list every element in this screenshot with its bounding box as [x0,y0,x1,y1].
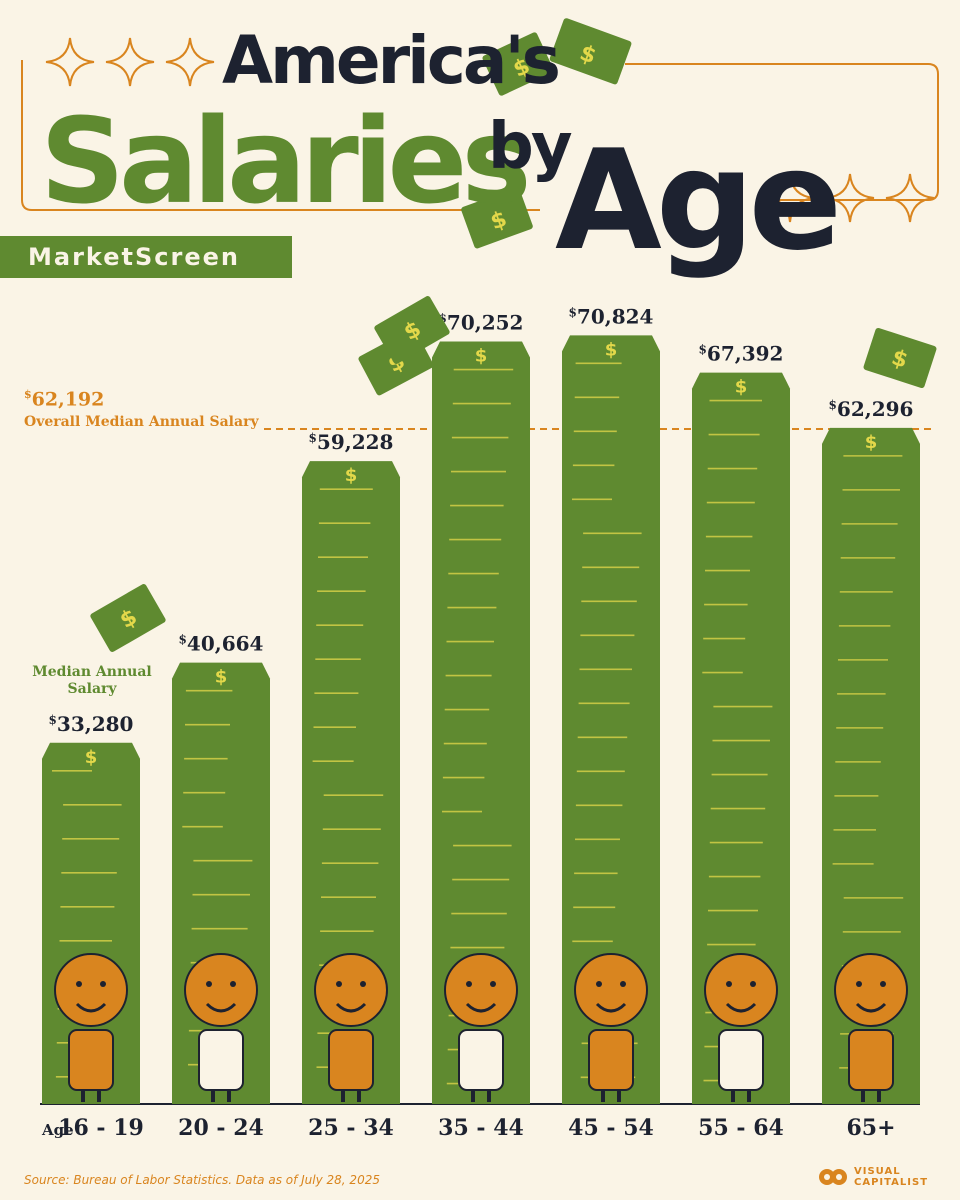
logo-mark-icon [818,1166,848,1188]
logo-line2: CAPITALIST [854,1177,929,1188]
title-age: Age [555,120,842,281]
character-illustration [834,953,908,1102]
visual-capitalist-logo: VISUAL CAPITALIST [818,1160,938,1194]
dollar-icon: $ [605,339,618,360]
dollar-icon: $ [85,747,98,768]
overall-median-value: $62,192 [24,388,105,411]
age-prefix-label: Age [41,1121,74,1139]
value-label: $67,392 [699,342,784,366]
character-illustration [184,953,258,1102]
title-frame: $ $ $ [21,18,939,249]
category-label: 65+ [846,1115,895,1141]
bar [562,335,660,1105]
category-label: 20 - 24 [178,1115,264,1141]
title-line2: Salaries [40,92,532,230]
category-label: 25 - 34 [308,1115,394,1141]
title-by: by [488,110,573,184]
category-label: 16 - 19 [58,1115,144,1141]
dollar-icon: $ [735,377,748,398]
flying-money-icon: $ [90,584,166,652]
dollar-icon: $ [475,346,488,367]
character-illustration [444,953,518,1102]
flying-money-icon: $ [863,327,937,389]
flying-money-icon: $ $ $ [461,18,632,249]
value-label: $70,252 [439,311,524,335]
category-label: 55 - 64 [698,1115,784,1141]
title-line1: America's [222,22,561,99]
bar [302,461,400,1104]
brand-badge: MarketScreen [0,236,292,278]
character-illustration [54,953,128,1102]
value-label: $70,824 [569,304,654,328]
overall-median-note: $62,192 Overall Median Annual Salary [24,388,259,430]
flying-money-icon: $ [374,296,450,364]
category-label: 45 - 54 [568,1115,654,1141]
svg-text:$: $ [888,345,910,374]
dollar-icon: $ [865,432,878,453]
dollar-icon: $ [345,465,358,486]
character-illustration [314,953,388,1102]
character-illustration [574,953,648,1102]
value-label: $33,280 [49,712,134,736]
bar [692,372,790,1105]
category-label: 35 - 44 [438,1115,524,1141]
source-note: Source: Bureau of Labor Statistics. Data… [24,1173,380,1187]
bar-group: $ [302,461,400,1104]
character-illustration [704,953,778,1102]
value-label: $62,296 [829,397,914,421]
overall-median-label: Overall Median Annual Salary [24,414,259,431]
dollar-icon: $ [215,667,228,688]
bar-caption: Median Annual Salary [32,664,152,697]
bar-group: $ [822,427,920,1104]
logo-line1: VISUAL [854,1166,901,1177]
bar [822,427,920,1104]
value-label: $40,664 [179,632,264,656]
value-label: $59,228 [309,430,394,454]
